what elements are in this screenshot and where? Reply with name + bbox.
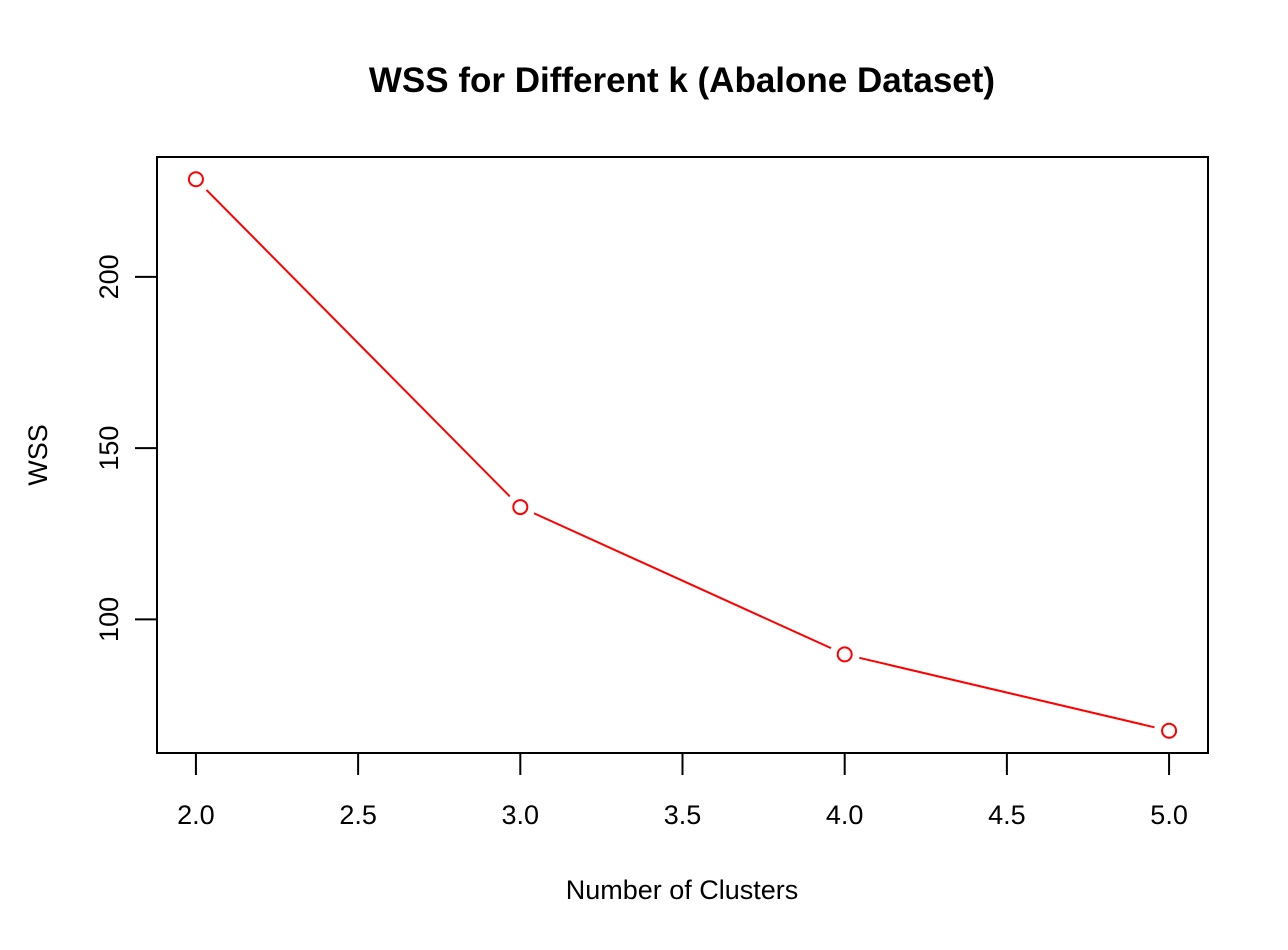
data-point — [187, 171, 204, 188]
y-axis: 100 150 200 — [94, 254, 158, 642]
y-tick-label: 150 — [94, 426, 124, 471]
y-tick-label: 200 — [94, 254, 124, 299]
series-line-segment — [859, 656, 1155, 729]
data-point — [1161, 722, 1178, 739]
y-axis-label: WSS — [23, 424, 53, 486]
data-point — [512, 499, 529, 516]
x-axis-label: Number of Clusters — [566, 875, 799, 905]
x-tick-label: 4.5 — [988, 800, 1026, 830]
x-tick-label: 3.0 — [502, 800, 540, 830]
x-tick-label: 4.0 — [826, 800, 864, 830]
y-tick-label: 100 — [94, 597, 124, 642]
x-tick-label: 5.0 — [1150, 800, 1188, 830]
series-line-segment — [533, 512, 832, 650]
series-layer — [187, 171, 1178, 739]
x-tick-label: 3.5 — [664, 800, 702, 830]
chart-title: WSS for Different k (Abalone Dataset) — [369, 61, 995, 100]
x-tick-label: 2.0 — [177, 800, 215, 830]
x-axis: 2.0 2.5 3.0 3.5 4.0 4.5 5.0 — [177, 752, 1188, 830]
data-point — [836, 646, 853, 663]
x-tick-label: 2.5 — [339, 800, 377, 830]
plot-frame — [156, 156, 1209, 754]
series-line-segment — [205, 189, 511, 498]
